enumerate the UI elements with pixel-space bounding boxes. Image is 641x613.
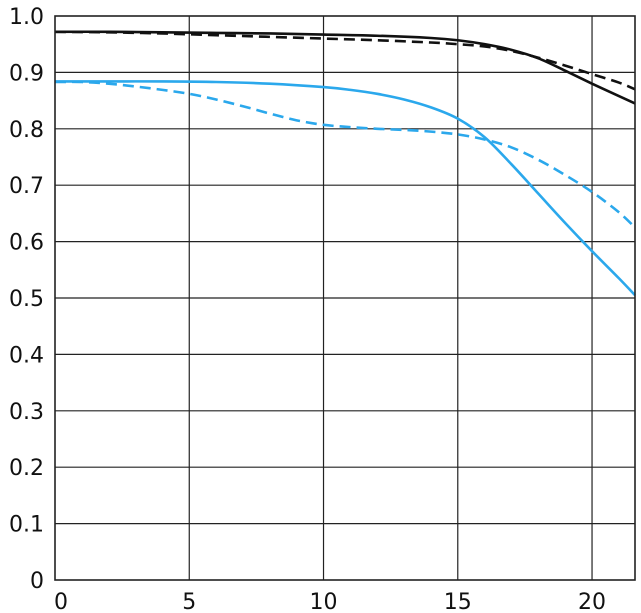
series-line-3 [54,80,636,297]
y-axis-tick-labels: 0 0.1 0.2 0.3 0.4 0.5 0.6 0.7 0.8 0.9 1.0 [9,5,44,594]
y-tick-label: 0 [30,569,44,594]
grid-layer [55,16,635,580]
x-tick-label: 5 [182,590,196,613]
y-tick-label: 0.6 [9,231,44,256]
y-tick-label: 0.5 [9,287,44,312]
y-tick-label: 0.4 [9,343,44,368]
series-line-2 [54,30,636,91]
y-tick-label: 1.0 [9,5,44,30]
y-tick-label: 0.9 [9,61,44,86]
x-tick-label: 10 [310,590,338,613]
x-tick-label: 20 [578,590,606,613]
x-tick-label: 0 [54,590,68,613]
y-tick-label: 0.3 [9,400,44,425]
y-tick-label: 0.7 [9,174,44,199]
x-tick-label: 15 [444,590,472,613]
plot-frame [54,15,636,581]
x-axis-tick-labels: 0 5 10 15 20 [54,590,606,613]
y-tick-label: 0.8 [9,118,44,143]
series-layer [54,30,636,297]
y-tick-label: 0.1 [9,513,44,538]
y-tick-label: 0.2 [9,456,44,481]
series-line-4 [54,80,636,229]
series-line-1 [54,30,636,105]
